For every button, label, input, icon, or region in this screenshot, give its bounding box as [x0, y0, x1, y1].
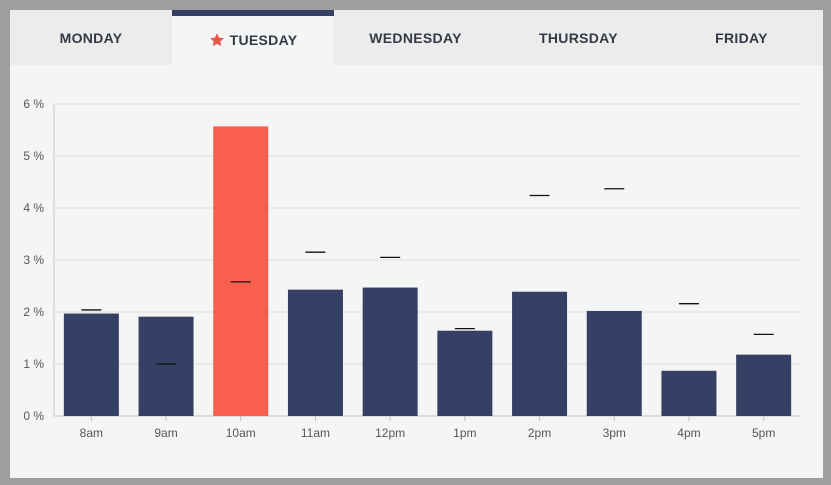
x-tick-label: 3pm: [603, 426, 626, 440]
x-tick-label: 1pm: [453, 426, 476, 440]
tab-thursday[interactable]: THURSDAY: [497, 10, 660, 65]
day-tabs: MONDAY TUESDAY WEDNESDAY THURSDAY FRIDAY: [10, 10, 823, 65]
tab-label: MONDAY: [59, 29, 123, 46]
bar-3pm: [586, 310, 642, 416]
y-tick-label: 1 %: [23, 357, 44, 371]
tab-wednesday[interactable]: WEDNESDAY: [334, 10, 497, 65]
bar-8am: [63, 313, 119, 416]
x-tick-label: 5pm: [752, 426, 775, 440]
chart-panel: MONDAY TUESDAY WEDNESDAY THURSDAY FRIDAY 0 %…: [10, 10, 823, 478]
tab-label: WEDNESDAY: [369, 29, 462, 46]
bar-chart: 0 % 1 % 2 % 3 % 4 % 5 % 6 % 8am 9am 10am 11am 12pm 1…: [23, 97, 801, 440]
x-tick-label: 10am: [226, 426, 256, 440]
x-tick-label: 4pm: [677, 426, 700, 440]
tab-monday[interactable]: MONDAY: [10, 10, 172, 65]
y-tick-label: 6 %: [23, 97, 44, 111]
x-tick-label: 9am: [154, 426, 177, 440]
tab-label: TUESDAY: [229, 31, 298, 48]
star-icon: [209, 32, 224, 46]
bar-12pm: [362, 287, 418, 416]
y-tick-label: 0 %: [23, 409, 44, 423]
chart-area: 0 % 1 % 2 % 3 % 4 % 5 % 6 % 8am 9am 10am 11am 12pm 1…: [10, 65, 823, 483]
bar-10am: [213, 126, 269, 417]
bar-4pm: [661, 370, 717, 416]
bar-9am: [138, 316, 194, 416]
bar-5pm: [736, 354, 792, 416]
tab-friday[interactable]: FRIDAY: [660, 10, 823, 65]
bar-1pm: [437, 330, 493, 416]
y-tick-label: 5 %: [23, 149, 44, 163]
y-tick-label: 3 %: [23, 253, 44, 267]
x-tick-label: 11am: [301, 426, 330, 440]
y-tick-label: 2 %: [23, 305, 44, 319]
x-tick-label: 2pm: [528, 426, 551, 440]
tab-tuesday[interactable]: TUESDAY: [172, 10, 334, 65]
tab-label: FRIDAY: [715, 29, 768, 46]
x-tick-label: 8am: [80, 426, 103, 440]
bar-11am: [287, 289, 343, 416]
x-tick-label: 12pm: [375, 426, 405, 440]
bar-2pm: [512, 291, 568, 416]
tab-label: THURSDAY: [539, 29, 618, 46]
y-tick-label: 4 %: [23, 201, 44, 215]
